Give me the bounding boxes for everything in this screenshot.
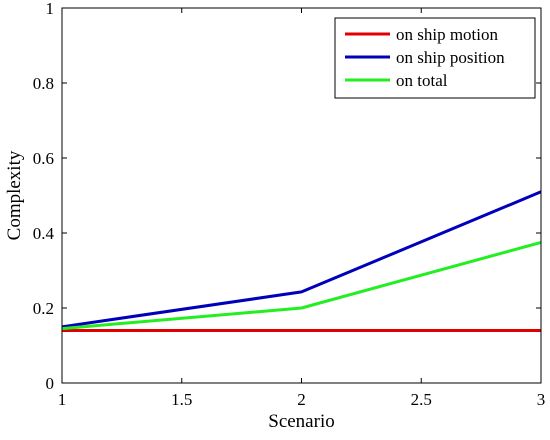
x-tick-label: 2 [297,390,306,409]
y-tick-label: 1 [46,0,55,18]
y-axis-title: Complexity [4,150,25,240]
y-tick-label: 0 [46,374,55,393]
legend-label: on total [396,71,448,90]
series-line-on-ship-position [61,190,542,329]
legend-label: on ship position [396,48,505,67]
x-tick-label: 1.5 [171,390,192,409]
y-tick-label: 0.2 [33,299,54,318]
series-line-on-total [61,240,542,331]
x-tick-label: 2.5 [411,390,432,409]
x-tick-label: 3 [537,390,546,409]
legend-label: on ship motion [396,25,499,44]
x-axis-title: Scenario [268,411,334,432]
y-tick-label: 0.4 [33,224,55,243]
y-tick-label: 0.6 [33,149,54,168]
y-tick-label: 0.8 [33,74,54,93]
x-tick-label: 1 [58,390,67,409]
